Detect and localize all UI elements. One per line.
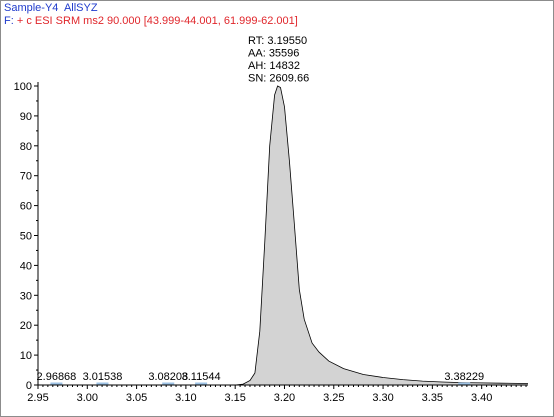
- x-tick-label: 3.40: [471, 392, 492, 404]
- trace-line: [38, 85, 529, 386]
- sample-line: Sample-Y4 AllSYZ: [4, 2, 298, 15]
- y-tick-label: 20: [20, 320, 32, 332]
- peak-annotation-line: RT: 3.19550: [248, 35, 307, 47]
- y-tick-label: 70: [20, 171, 32, 183]
- minor-peak-label: 3.01538: [83, 371, 123, 383]
- y-tick-label: 30: [20, 290, 32, 302]
- y-tick-label: 60: [20, 201, 32, 213]
- peak-annotation-line: AH: 14832: [248, 60, 300, 72]
- y-tick-label: 40: [20, 260, 32, 272]
- sample-name: Sample-Y4: [4, 2, 59, 14]
- minor-peak-label: 3.08208: [148, 371, 188, 383]
- peak-area-fill: [38, 86, 528, 385]
- x-tick-label: 2.95: [27, 392, 48, 404]
- peak-annotation-line: SN: 2609.66: [248, 73, 309, 85]
- x-tick-label: 3.25: [323, 392, 344, 404]
- y-tick-label: 0: [26, 380, 32, 392]
- axes: 0 10 20 30 40 50 60 70 80 90 100 2.95 3.00 3.05 3.10 3.…: [14, 81, 528, 404]
- x-tick-label: 3.35: [422, 392, 443, 404]
- y-tick-label: 50: [20, 231, 32, 243]
- minor-peak-label: 2.96868: [37, 371, 77, 383]
- filter-line: F: + c ESI SRM ms2 90.000 [43.999-44.001…: [4, 15, 298, 28]
- y-tick-label: 80: [20, 141, 32, 153]
- minor-peak-label: 3.38229: [444, 371, 484, 383]
- peak-annotation-line: AA: 35596: [248, 48, 299, 60]
- minor-peak-label: 3.11544: [182, 371, 221, 383]
- x-tick-label: 3.05: [126, 392, 147, 404]
- x-tick-label: 3.00: [77, 392, 98, 404]
- scan-filter: + c ESI SRM ms2 90.000 [43.999-44.001, 6…: [16, 15, 298, 27]
- x-tick-label: 3.15: [224, 392, 245, 404]
- x-tick-label: 3.10: [175, 392, 196, 404]
- x-tick-label: 3.20: [274, 392, 295, 404]
- compound-name: AllSYZ: [63, 2, 98, 14]
- x-tick-label: 3.30: [372, 392, 393, 404]
- chromatogram-header: Sample-Y4 AllSYZ F: + c ESI SRM ms2 90.0…: [4, 2, 298, 28]
- y-tick-label: 100: [14, 81, 32, 93]
- plot-area: [38, 85, 529, 386]
- filter-prefix: F:: [4, 15, 14, 27]
- y-tick-label: 10: [20, 350, 32, 362]
- y-tick-label: 90: [20, 111, 32, 123]
